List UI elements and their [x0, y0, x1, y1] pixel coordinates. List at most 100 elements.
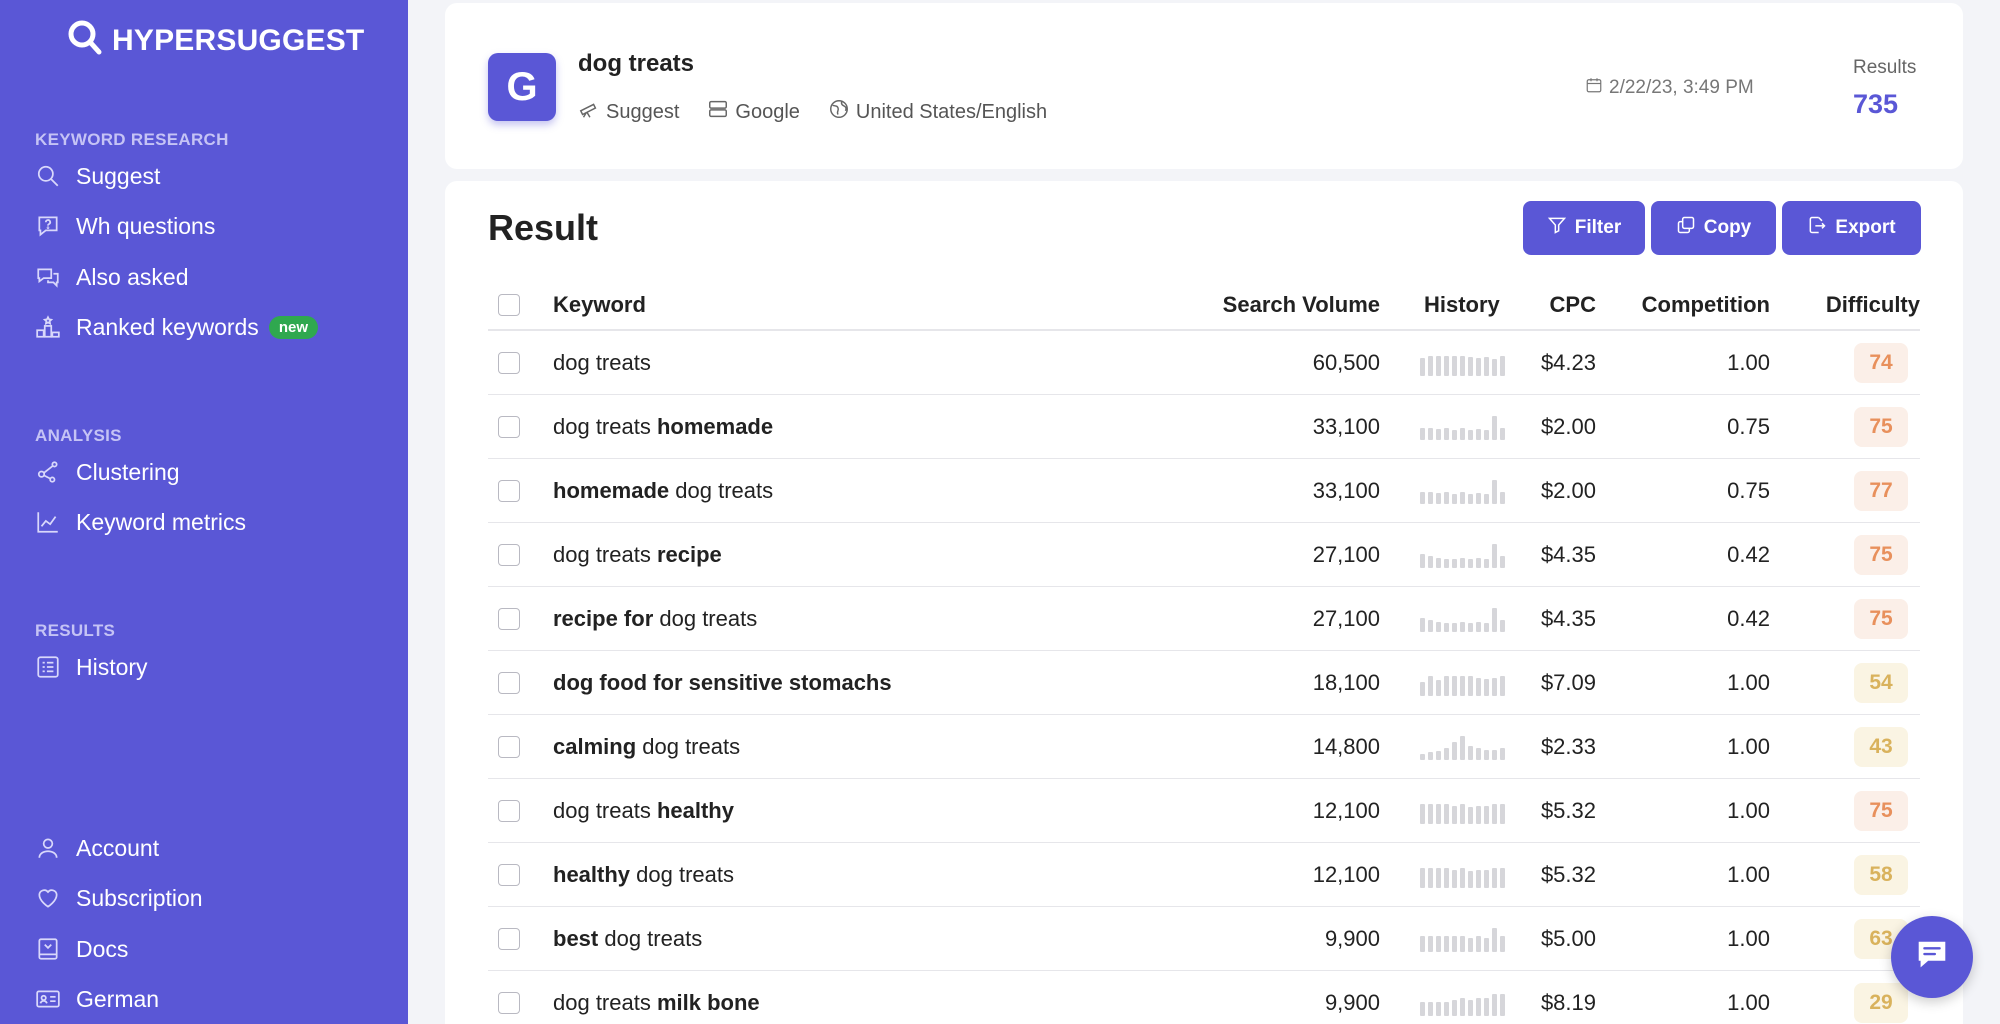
select-all-checkbox[interactable]	[498, 294, 520, 316]
difficulty-badge: 75	[1854, 790, 1908, 831]
cpc-cell: $5.00	[1540, 925, 1596, 951]
table-row[interactable]: dog treats homemade 33,100 $2.00 0.75 75	[488, 395, 1920, 459]
history-bar	[1444, 867, 1449, 888]
history-bar	[1468, 622, 1473, 632]
keyword-cell[interactable]: calming dog treats	[553, 715, 740, 778]
table-row[interactable]: dog treats healthy 12,100 $5.32 1.00 75	[488, 779, 1920, 843]
keyword-highlight: homemade	[553, 477, 670, 503]
keyword-cell[interactable]: homemade dog treats	[553, 459, 773, 522]
keyword-cell[interactable]: dog treats recipe	[553, 523, 722, 586]
table-row[interactable]: calming dog treats 14,800 $2.33 1.00 43	[488, 715, 1920, 779]
sidebar-item-wh-questions[interactable]: Wh questions	[34, 210, 215, 242]
keyword-cell[interactable]: healthy dog treats	[553, 843, 734, 906]
keyword-cell[interactable]: recipe for dog treats	[553, 587, 757, 650]
history-bar	[1484, 429, 1489, 440]
competition-cell: 0.75	[1727, 477, 1770, 503]
new-badge: new	[268, 315, 318, 339]
sidebar-item-clustering[interactable]: Clustering	[34, 456, 180, 488]
row-checkbox-cell	[498, 459, 520, 522]
search-volume-cell: 18,100	[1312, 669, 1380, 695]
search-icon	[34, 162, 62, 190]
history-bar	[1444, 1001, 1449, 1016]
copy-button[interactable]: Copy	[1651, 201, 1776, 255]
competition-cell: 1.00	[1727, 925, 1770, 951]
history-bar	[1452, 869, 1457, 888]
keyword-cell[interactable]: dog treats	[553, 331, 651, 394]
sidebar-item-suggest[interactable]: Suggest	[34, 160, 160, 192]
logo-search-icon	[66, 18, 106, 63]
row-checkbox-cell	[498, 715, 520, 778]
history-sparkline	[1420, 459, 1505, 522]
row-checkbox[interactable]	[498, 607, 520, 630]
keyword-cell[interactable]: dog treats homemade	[553, 395, 773, 458]
history-bar	[1420, 935, 1425, 952]
table-row[interactable]: dog treats milk bone 9,900 $8.19 1.00 29	[488, 971, 1920, 1024]
search-volume-cell: 27,100	[1312, 605, 1380, 631]
table-row[interactable]: dog treats recipe 27,100 $4.35 0.42 75	[488, 523, 1920, 587]
row-checkbox[interactable]	[498, 415, 520, 438]
col-search-volume[interactable]: Search Volume	[1222, 292, 1380, 317]
result-title: Result	[488, 207, 599, 248]
export-button[interactable]: Export	[1782, 201, 1921, 255]
table-row[interactable]: healthy dog treats 12,100 $5.32 1.00 58	[488, 843, 1920, 907]
table-row[interactable]: dog food for sensitive stomachs 18,100 $7.…	[488, 651, 1920, 715]
table-row[interactable]: homemade dog treats 33,100 $2.00 0.75 77	[488, 459, 1920, 523]
competition-cell: 1.00	[1727, 349, 1770, 375]
history-bar	[1460, 867, 1465, 888]
filter-button[interactable]: Filter	[1523, 201, 1645, 255]
heart-icon	[34, 884, 62, 912]
history-bar	[1492, 415, 1497, 440]
table-row[interactable]: best dog treats 9,900 $5.00 1.00 63	[488, 907, 1920, 971]
difficulty-badge: 58	[1854, 854, 1908, 895]
row-checkbox[interactable]	[498, 927, 520, 950]
keyword-cell[interactable]: dog food for sensitive stomachs	[553, 651, 892, 714]
keyword-cell[interactable]: dog treats milk bone	[553, 971, 760, 1024]
sidebar-item-also-asked[interactable]: Also asked	[34, 261, 189, 293]
book-icon	[34, 935, 62, 963]
sidebar-item-history[interactable]: History	[34, 651, 148, 683]
row-checkbox[interactable]	[498, 799, 520, 822]
row-checkbox[interactable]	[498, 991, 520, 1014]
table-row[interactable]: dog treats 60,500 $4.23 1.00 74	[488, 331, 1920, 395]
row-checkbox[interactable]	[498, 671, 520, 694]
history-bar	[1420, 553, 1425, 568]
server-icon	[707, 98, 729, 126]
row-checkbox[interactable]	[498, 863, 520, 886]
history-bar	[1484, 749, 1489, 760]
difficulty-cell: 75	[1854, 587, 1908, 650]
sidebar-item-docs[interactable]: Docs	[34, 933, 128, 965]
keyword-cell[interactable]: best dog treats	[553, 907, 702, 970]
history-bar	[1444, 803, 1449, 824]
history-bar	[1476, 492, 1481, 504]
col-cpc[interactable]: CPC	[1549, 292, 1596, 317]
sidebar-item-label: Ranked keywords	[76, 313, 259, 340]
row-checkbox[interactable]	[498, 479, 520, 502]
competition-cell: 1.00	[1727, 733, 1770, 759]
history-sparkline	[1420, 843, 1505, 906]
col-history[interactable]: History	[1424, 292, 1500, 317]
keyword-cell[interactable]: dog treats healthy	[553, 779, 734, 842]
row-checkbox[interactable]	[498, 543, 520, 566]
chat-button[interactable]	[1891, 916, 1973, 998]
keyword-text: dog treats	[598, 925, 703, 951]
sidebar-item-label: Account	[76, 834, 160, 861]
table-row[interactable]: recipe for dog treats 27,100 $4.35 0.42 75	[488, 587, 1920, 651]
sidebar-item-german[interactable]: German	[34, 983, 159, 1015]
history-bar	[1500, 993, 1505, 1016]
search-volume-cell: 27,100	[1312, 541, 1380, 567]
col-keyword[interactable]: Keyword	[553, 292, 646, 317]
row-checkbox[interactable]	[498, 735, 520, 758]
difficulty-badge: 54	[1854, 662, 1908, 703]
logo[interactable]: HYPERSUGGEST	[66, 18, 364, 63]
col-difficulty[interactable]: Difficulty	[1825, 292, 1920, 317]
history-bar	[1500, 619, 1505, 632]
history-bar	[1428, 619, 1433, 632]
row-checkbox[interactable]	[498, 351, 520, 374]
competition-cell: 1.00	[1727, 797, 1770, 823]
keyword-highlight: milk bone	[656, 989, 760, 1015]
sidebar-item-subscription[interactable]: Subscription	[34, 882, 203, 914]
sidebar-item-keyword-metrics[interactable]: Keyword metrics	[34, 506, 246, 538]
sidebar-item-account[interactable]: Account	[34, 832, 159, 864]
col-competition[interactable]: Competition	[1641, 292, 1770, 317]
sidebar-item-ranked-keywords[interactable]: Ranked keywords new	[34, 311, 318, 343]
